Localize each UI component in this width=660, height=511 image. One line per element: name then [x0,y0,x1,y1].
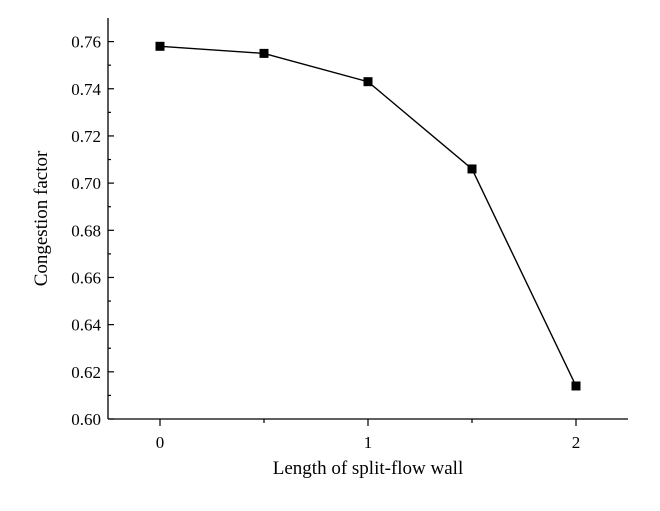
y-tick-label: 0.72 [71,127,101,146]
x-tick-label: 0 [156,433,165,452]
y-tick-label: 0.66 [71,268,101,287]
y-tick-label: 0.68 [71,221,101,240]
y-tick-label: 0.62 [71,363,101,382]
data-point-marker [467,164,477,174]
data-point-marker [571,381,581,391]
y-tick-label: 0.76 [71,33,101,52]
data-point-marker [259,48,269,58]
data-point-marker [363,77,373,87]
y-tick-label: 0.60 [71,410,101,429]
series-line [159,45,577,387]
ticks [108,40,577,426]
y-tick-label: 0.70 [71,174,101,193]
series-group [155,41,581,391]
data-point-marker [155,41,165,51]
y-tick-label: 0.64 [71,316,101,335]
x-tick-label: 2 [572,433,581,452]
x-axis-title: Length of split-flow wall [273,458,464,479]
y-tick-label: 0.74 [71,80,101,99]
x-tick-label: 1 [364,433,373,452]
y-axis-title: Congestion factor [31,150,52,286]
tick-labels: 0.60 0.62 0.64 0.66 0.68 0.70 0.72 0.74 0.76 0 1 2 [71,33,580,452]
